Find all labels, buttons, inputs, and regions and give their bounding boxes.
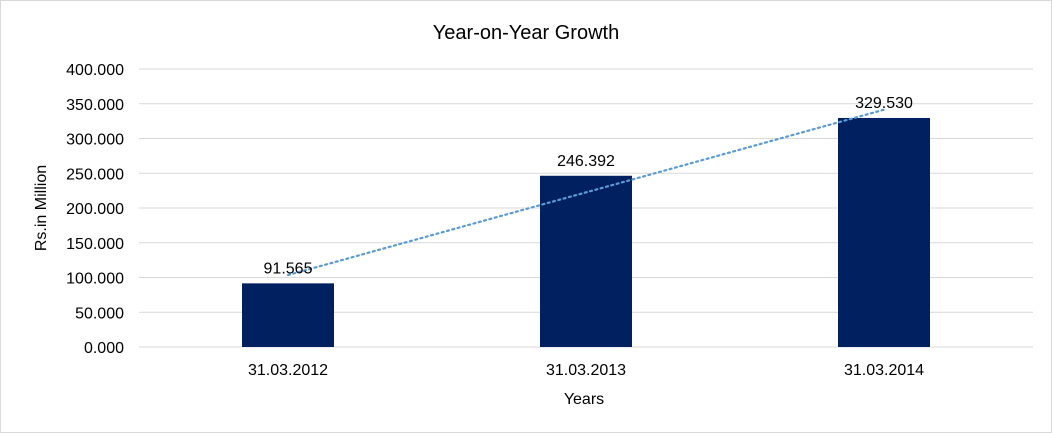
data-label: 91.565 [264,260,313,277]
y-tick-label: 200.000 [66,201,124,218]
y-tick-label: 350.000 [66,97,124,114]
x-axis-label: Years [564,391,604,408]
data-label: 329.530 [855,95,913,112]
y-tick-label: 100.000 [66,271,124,288]
x-tick-label: 31.03.2012 [248,362,328,379]
trendline [286,108,886,277]
y-tick-label: 400.000 [66,62,124,79]
y-tick-label: 250.000 [66,166,124,183]
y-tick-label: 50.000 [75,305,124,322]
bar-31.03.2014 [838,117,930,347]
y-tick-label: 0.000 [84,340,124,357]
bar-31.03.2012 [242,283,334,347]
y-tick-label: 150.000 [66,236,124,253]
x-tick-label: 31.03.2013 [546,362,626,379]
bar-31.03.2013 [540,175,632,347]
data-label: 246.392 [557,153,615,170]
y-tick-label: 300.000 [66,132,124,149]
chart-title: Year-on-Year Growth [433,22,619,44]
y-axis-label: Rs.in Million [33,165,50,251]
x-tick-label: 31.03.2014 [844,362,924,379]
